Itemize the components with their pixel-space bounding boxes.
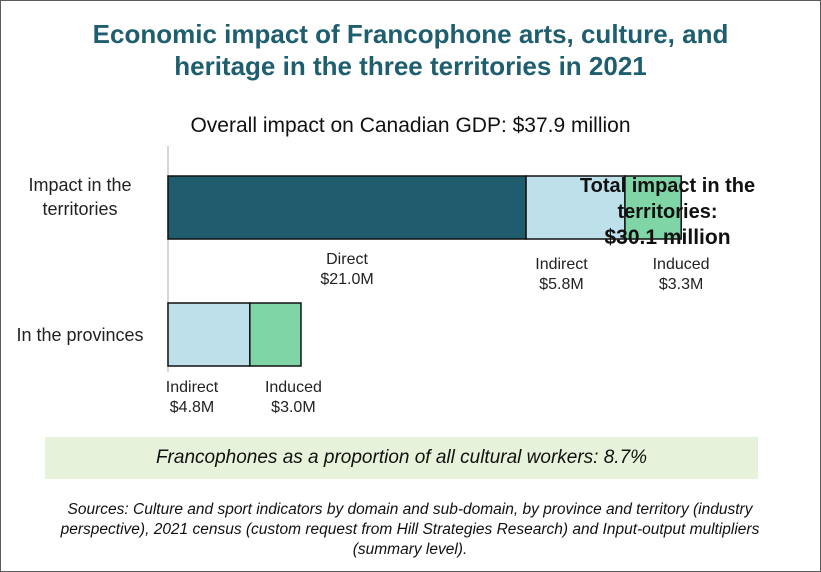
chart-title-line-1: Economic impact of Francophone arts, cul… — [92, 19, 729, 49]
data-label-name: Induced — [653, 256, 710, 273]
total-impact-label-line-1: Total impact in the — [579, 175, 756, 197]
chart-subtitle: Overall impact on Canadian GDP: $37.9 mi… — [190, 114, 631, 137]
data-label-name: Induced — [265, 379, 322, 396]
bar-segment-indirect — [167, 302, 251, 367]
total-impact-value: $30.1 million — [604, 226, 731, 249]
data-label-value: $21.0M — [320, 271, 373, 288]
francophone-proportion-banner: Francophones as a proportion of all cult… — [45, 437, 758, 479]
chart-title: Economic impact of Francophone arts, cul… — [0, 18, 821, 82]
data-label-name: Direct — [326, 251, 368, 268]
data-label-value: $3.3M — [659, 276, 703, 293]
bar-segment-induced — [249, 302, 302, 367]
sources-note: Sources: Culture and sport indicators by… — [60, 501, 760, 558]
total-impact-callout: Total impact in the territories: $30.1 m… — [560, 173, 775, 251]
category-label: In the provinces — [16, 325, 143, 345]
bar-segment-induced — [624, 175, 682, 240]
data-label-value: $5.8M — [539, 276, 583, 293]
data-label-name: Indirect — [535, 256, 588, 273]
category-label: Impact in the — [28, 175, 131, 195]
total-impact-label-line-2: territories: — [617, 201, 718, 223]
data-label-value: $3.0M — [271, 399, 315, 416]
data-label-name: Indirect — [166, 379, 219, 396]
category-label: territories — [42, 199, 117, 219]
chart-title-line-2: heritage in the three territories in 202… — [174, 51, 647, 81]
bar-segment-direct — [167, 175, 527, 240]
data-label-value: $4.8M — [170, 399, 214, 416]
